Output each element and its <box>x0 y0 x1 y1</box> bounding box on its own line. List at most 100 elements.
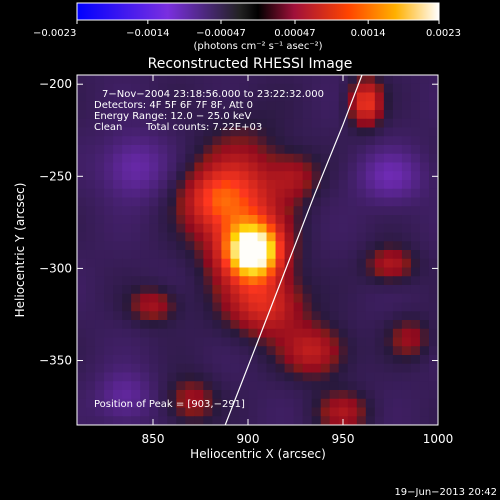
heatmap-cell <box>320 206 331 216</box>
y-tick-label: −200 <box>39 77 72 91</box>
heatmap-cell <box>212 293 223 304</box>
heatmap-cell <box>284 363 295 374</box>
heatmap-cell <box>131 390 141 400</box>
heatmap-cell <box>302 223 313 234</box>
heatmap-cell <box>347 398 358 409</box>
heatmap-cell <box>113 241 123 251</box>
heatmap-cell <box>419 320 430 330</box>
heatmap-cell <box>212 162 223 172</box>
heatmap-cell <box>158 206 168 216</box>
heatmap-cell <box>95 153 105 164</box>
heatmap-cell <box>329 416 340 425</box>
heatmap-cell <box>383 118 394 129</box>
heatmap-cell <box>338 127 349 137</box>
heatmap-cell <box>419 127 430 137</box>
heatmap-cell <box>122 197 132 207</box>
heatmap-cell <box>185 241 195 251</box>
heatmap-cell <box>401 320 412 330</box>
heatmap-cell <box>401 355 412 365</box>
heatmap-cell <box>203 363 213 374</box>
heatmap-cell <box>356 320 367 330</box>
heatmap-cell <box>428 101 438 111</box>
heatmap-cell <box>257 101 268 111</box>
heatmap-cell <box>77 320 87 330</box>
heatmap-cell <box>383 127 394 137</box>
heatmap-cell <box>167 232 177 242</box>
heatmap-cell <box>167 92 177 102</box>
heatmap-cell <box>374 118 385 129</box>
heatmap-cell <box>293 337 304 347</box>
heatmap-cell <box>257 118 268 129</box>
heatmap-cell <box>203 311 213 321</box>
heatmap-cell <box>248 162 259 172</box>
heatmap-cell <box>104 293 114 304</box>
heatmap-cell <box>320 188 331 199</box>
heatmap-cell <box>320 223 331 234</box>
heatmap-cell <box>230 276 241 286</box>
heatmap-cell <box>374 337 385 347</box>
heatmap-cell <box>293 92 304 102</box>
heatmap-cell <box>266 188 277 199</box>
heatmap-cell <box>158 311 168 321</box>
heatmap-cell <box>104 328 114 339</box>
heatmap-cell <box>131 267 141 277</box>
heatmap-cell <box>347 285 358 295</box>
heatmap-cell <box>338 355 349 365</box>
heatmap-cell <box>140 171 150 181</box>
heatmap-cell <box>365 285 376 295</box>
heatmap-cell <box>302 381 313 391</box>
heatmap-cell <box>401 162 412 172</box>
heatmap-cell <box>248 398 259 409</box>
heatmap-cell <box>104 276 114 286</box>
heatmap-cell <box>77 346 87 356</box>
heatmap-cell <box>185 346 195 356</box>
heatmap-cell <box>320 127 331 137</box>
heatmap-cell <box>347 320 358 330</box>
heatmap-cell <box>347 110 358 120</box>
heatmap-cell <box>230 407 241 417</box>
heatmap-cell <box>86 285 96 295</box>
heatmap-cell <box>275 302 286 312</box>
heatmap-cell <box>203 92 213 102</box>
heatmap-cell <box>356 363 367 374</box>
heatmap-cell <box>104 101 114 111</box>
heatmap-cell <box>77 416 87 425</box>
heatmap-cell <box>203 127 213 137</box>
heatmap-cell <box>248 232 259 242</box>
heatmap-cell <box>113 285 123 295</box>
heatmap-cell <box>410 267 421 277</box>
heatmap-cell <box>266 267 277 277</box>
heatmap-cell <box>221 355 232 365</box>
heatmap-cell <box>311 267 322 277</box>
heatmap-cell <box>365 75 376 85</box>
heatmap-cell <box>167 398 177 409</box>
heatmap-cell <box>158 162 168 172</box>
heatmap-cell <box>212 153 223 164</box>
heatmap-cell <box>419 206 430 216</box>
heatmap-cell <box>266 92 277 102</box>
heatmap-cell <box>293 258 304 269</box>
heatmap-cell <box>149 363 159 374</box>
heatmap-cell <box>95 381 105 391</box>
heatmap-cell <box>347 407 358 417</box>
heatmap-cell <box>329 215 340 225</box>
heatmap-cell <box>410 127 421 137</box>
heatmap-cell <box>140 328 150 339</box>
heatmap-cell <box>203 250 213 260</box>
heatmap-cell <box>284 398 295 409</box>
heatmap-cell <box>302 363 313 374</box>
heatmap-cell <box>266 328 277 339</box>
heatmap-cell <box>122 110 132 120</box>
heatmap-cell <box>410 250 421 260</box>
heatmap-cell <box>419 118 430 129</box>
heatmap-cell <box>203 101 213 111</box>
heatmap-cell <box>212 83 223 94</box>
x-axis-label: Heliocentric X (arcsec) <box>190 447 326 461</box>
heatmap-cell <box>347 346 358 356</box>
heatmap-cell <box>176 188 186 199</box>
heatmap-cell <box>221 346 232 356</box>
heatmap-cell <box>374 328 385 339</box>
heatmap-cell <box>113 276 123 286</box>
heatmap-cell <box>320 328 331 339</box>
heatmap-cell <box>293 416 304 425</box>
